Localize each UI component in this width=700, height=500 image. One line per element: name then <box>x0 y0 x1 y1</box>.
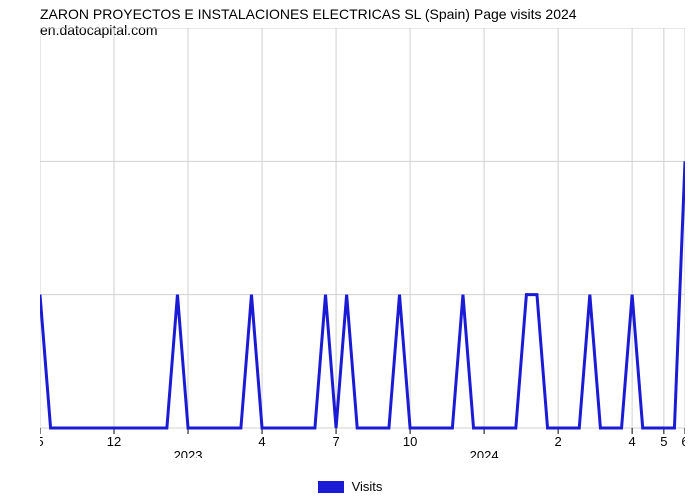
svg-text:4: 4 <box>258 434 265 449</box>
plot-border <box>40 28 685 428</box>
x-axis-ticks: 5122023471020242456 <box>40 428 685 458</box>
svg-text:2024: 2024 <box>470 448 499 458</box>
chart-svg: 0123 5122023471020242456 <box>40 28 685 458</box>
svg-text:5: 5 <box>660 434 667 449</box>
legend-label: Visits <box>352 479 383 494</box>
horizontal-gridlines <box>40 28 685 428</box>
vertical-gridlines <box>40 28 685 428</box>
svg-text:10: 10 <box>403 434 417 449</box>
svg-text:12: 12 <box>107 434 121 449</box>
legend: Visits <box>0 479 700 494</box>
svg-text:6: 6 <box>681 434 685 449</box>
svg-text:2023: 2023 <box>174 448 203 458</box>
svg-text:2: 2 <box>554 434 561 449</box>
svg-text:7: 7 <box>332 434 339 449</box>
legend-swatch <box>318 481 344 493</box>
svg-text:4: 4 <box>629 434 636 449</box>
svg-text:5: 5 <box>40 434 44 449</box>
chart-plot-area: 0123 5122023471020242456 <box>40 28 685 428</box>
